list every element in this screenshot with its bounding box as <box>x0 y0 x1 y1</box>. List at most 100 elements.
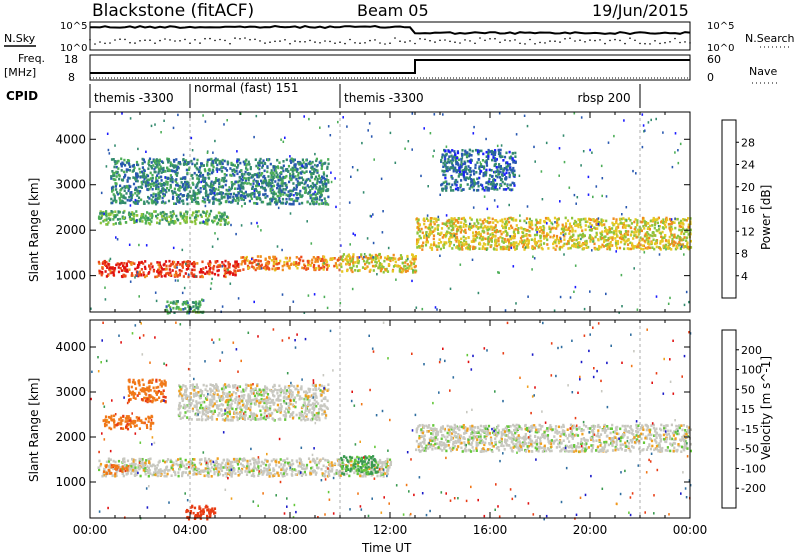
data-cell <box>171 215 174 219</box>
data-cell <box>519 236 523 240</box>
data-cell <box>552 246 555 250</box>
data-cell <box>455 161 459 164</box>
data-cell <box>151 176 154 180</box>
data-cell <box>462 171 465 174</box>
noise-cell <box>362 191 365 194</box>
noise-cell <box>373 158 375 161</box>
data-cell <box>102 213 105 216</box>
data-cell <box>157 182 160 186</box>
data-cell <box>307 192 310 195</box>
noise-cell <box>136 163 138 166</box>
data-cell <box>173 311 176 314</box>
data-cell <box>504 226 507 229</box>
data-cell <box>160 168 163 171</box>
data-cell <box>307 263 310 267</box>
data-cell <box>452 226 455 230</box>
data-cell <box>257 259 260 262</box>
data-cell <box>252 458 256 461</box>
data-cell <box>285 158 288 162</box>
noise-cell <box>472 132 475 135</box>
data-cell <box>625 231 628 235</box>
data-cell <box>247 177 250 180</box>
data-cell <box>248 468 251 471</box>
data-cell <box>370 260 373 264</box>
data-cell <box>592 218 595 221</box>
nsearch-point <box>619 39 621 42</box>
noise-cell <box>473 125 475 129</box>
data-cell <box>159 165 162 169</box>
nsearch-point <box>639 42 641 45</box>
data-cell <box>425 217 429 220</box>
data-cell <box>151 179 154 183</box>
nave-tick-top: 60 <box>707 53 721 66</box>
data-cell <box>192 262 195 265</box>
data-cell <box>435 219 438 222</box>
data-cell <box>170 221 173 224</box>
data-cell <box>477 227 480 230</box>
data-cell <box>262 266 265 270</box>
data-cell <box>320 181 323 184</box>
data-cell <box>211 191 214 195</box>
nsearch-point <box>134 42 136 44</box>
data-cell <box>556 224 559 228</box>
data-cell <box>262 187 265 190</box>
data-cell <box>130 274 133 277</box>
data-cell <box>157 271 160 275</box>
data-cell <box>595 233 598 236</box>
data-cell <box>234 170 237 174</box>
data-cell <box>590 224 594 227</box>
data-cell <box>263 169 266 173</box>
noise-cell <box>498 271 500 274</box>
data-cell <box>679 219 683 223</box>
data-cell <box>480 149 483 153</box>
data-cell <box>443 163 447 166</box>
data-cell <box>491 217 494 221</box>
data-cell <box>218 181 221 184</box>
data-cell <box>445 221 448 224</box>
data-cell <box>492 153 495 157</box>
data-cell <box>186 210 189 214</box>
data-cell <box>175 214 178 218</box>
nsearch-point <box>684 41 686 43</box>
data-cell <box>137 191 140 195</box>
data-cell <box>154 166 157 169</box>
noise-cell <box>461 157 464 160</box>
data-cell <box>686 241 689 245</box>
data-cell <box>134 201 137 205</box>
data-cell <box>135 174 138 178</box>
data-cell <box>99 210 102 213</box>
data-cell <box>629 247 632 251</box>
data-cell <box>336 258 339 262</box>
data-cell <box>179 162 182 166</box>
data-cell <box>651 224 654 227</box>
data-cell <box>538 243 541 247</box>
data-cell <box>631 242 634 245</box>
data-cell <box>156 213 159 216</box>
data-cell <box>218 199 221 203</box>
data-cell <box>460 217 463 221</box>
data-cell <box>202 176 205 179</box>
data-cell <box>151 214 154 218</box>
data-cell <box>448 168 451 171</box>
data-cell <box>214 181 217 184</box>
data-cell <box>196 306 199 310</box>
data-cell <box>493 170 496 174</box>
data-cell <box>113 194 116 198</box>
data-cell <box>267 158 270 162</box>
data-cell <box>275 257 278 261</box>
noise-cell <box>137 147 139 151</box>
data-cell <box>251 265 254 268</box>
data-cell <box>379 267 382 270</box>
data-cell <box>219 161 222 164</box>
data-cell <box>380 263 383 266</box>
data-cell <box>327 179 330 182</box>
data-cell <box>522 245 525 249</box>
data-cell <box>127 189 130 193</box>
data-cell <box>190 262 193 266</box>
noise-cell <box>621 213 623 216</box>
data-cell <box>196 201 200 204</box>
data-cell <box>324 200 327 203</box>
data-cell <box>144 184 147 188</box>
data-cell <box>487 240 491 244</box>
data-cell <box>487 242 490 245</box>
